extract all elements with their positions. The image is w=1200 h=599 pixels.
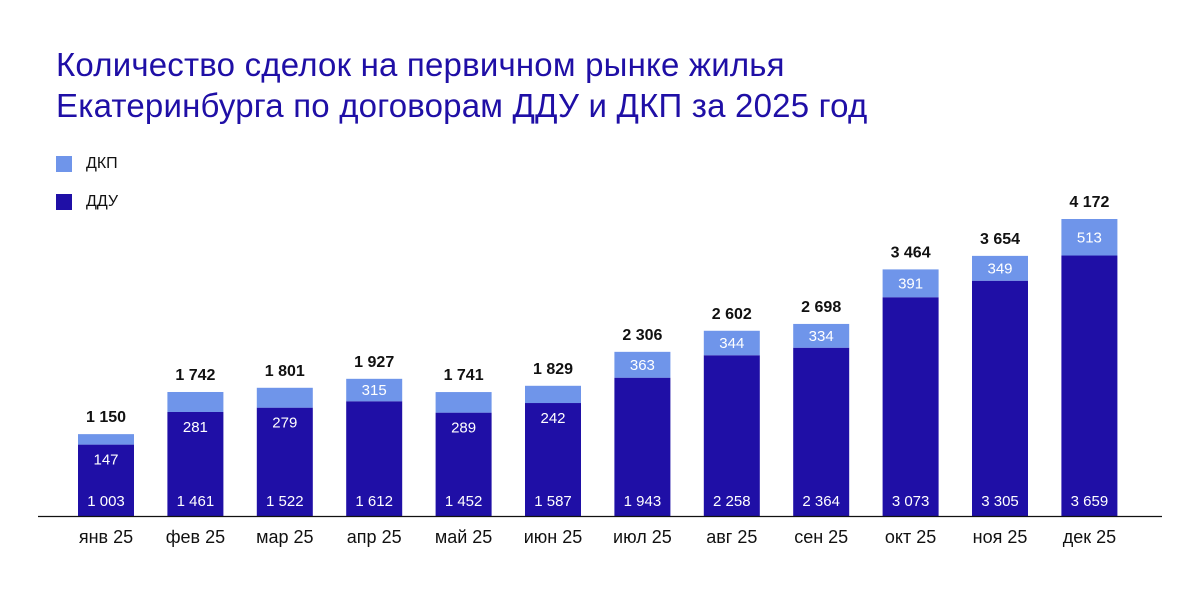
data-label-dkp: 242 <box>540 410 565 427</box>
data-label-ddu: 1 612 <box>355 493 393 510</box>
total-label: 1 927 <box>354 354 394 371</box>
bar-dkp <box>435 392 492 413</box>
bar-dkp <box>703 330 760 356</box>
data-label-ddu: 1 943 <box>624 493 662 510</box>
data-label-dkp: 334 <box>809 328 834 345</box>
bar-dkp <box>167 391 224 412</box>
data-label-dkp: 315 <box>362 382 387 399</box>
data-label-ddu: 1 587 <box>534 493 572 510</box>
data-label-dkp: 281 <box>183 419 208 436</box>
total-label: 3 464 <box>891 244 931 261</box>
bar-ddu <box>525 403 581 516</box>
total-label: 4 172 <box>1069 194 1109 211</box>
x-tick-label: янв 25 <box>79 527 133 547</box>
data-label-ddu: 3 073 <box>892 493 930 510</box>
bar-dkp <box>972 255 1028 281</box>
x-tick-label: окт 25 <box>885 527 936 547</box>
data-label-dkp: 147 <box>93 452 118 469</box>
total-label: 2 698 <box>801 299 841 316</box>
bar-dkp <box>793 323 850 348</box>
bar-ddu <box>1061 255 1118 516</box>
bar-ddu <box>793 347 850 516</box>
bar-ddu <box>882 297 939 516</box>
x-tick-label: апр 25 <box>347 527 402 547</box>
data-label-dkp: 289 <box>451 420 476 437</box>
chart-title: Количество сделок на первичном рынке жил… <box>56 44 867 126</box>
bar-dkp <box>256 387 313 408</box>
x-tick-label: фев 25 <box>166 527 225 547</box>
data-label-dkp: 279 <box>272 415 297 432</box>
bar-ddu <box>614 377 671 516</box>
bar-dkp <box>525 385 581 404</box>
data-label-dkp: 513 <box>1077 229 1102 246</box>
data-label-ddu: 1 461 <box>177 493 215 510</box>
chart-title-line-2: Екатеринбурга по договорам ДДУ и ДКП за … <box>56 87 868 124</box>
x-tick-label: сен 25 <box>794 527 848 547</box>
x-tick-label: ноя 25 <box>973 527 1028 547</box>
x-tick-label: мар 25 <box>256 527 313 547</box>
bar-ddu <box>972 280 1028 516</box>
x-tick-label: май 25 <box>435 527 492 547</box>
total-label: 1 741 <box>444 367 484 384</box>
data-label-ddu: 1 522 <box>266 493 304 510</box>
data-label-dkp: 344 <box>719 335 744 352</box>
bar-ddu <box>167 411 224 516</box>
data-label-dkp: 391 <box>898 275 923 292</box>
bar-ddu <box>78 444 134 516</box>
bar-ddu <box>435 412 492 516</box>
x-tick-label: дек 25 <box>1063 527 1116 547</box>
legend-item-ddu: ДДУ <box>56 192 118 212</box>
data-label-ddu: 3 305 <box>981 493 1019 510</box>
total-label: 1 742 <box>175 367 215 384</box>
data-label-ddu: 3 659 <box>1071 493 1109 510</box>
bar-dkp <box>78 434 134 445</box>
data-label-ddu: 2 364 <box>802 493 840 510</box>
legend: ДКП ДДУ <box>56 154 118 230</box>
data-label-dkp: 349 <box>987 260 1012 277</box>
bar-ddu <box>256 407 313 516</box>
legend-item-dkp: ДКП <box>56 154 118 174</box>
data-label-ddu: 2 258 <box>713 493 751 510</box>
x-tick-label: июн 25 <box>524 527 583 547</box>
chart-title-line-1: Количество сделок на первичном рынке жил… <box>56 46 785 83</box>
total-label: 1 829 <box>533 361 573 378</box>
data-label-dkp: 363 <box>630 357 655 374</box>
bar-dkp <box>882 269 939 298</box>
data-label-ddu: 1 452 <box>445 493 483 510</box>
bar-dkp <box>346 378 403 402</box>
x-tick-label: июл 25 <box>613 527 672 547</box>
legend-swatch-ddu <box>56 194 72 210</box>
bar-ddu <box>346 401 403 516</box>
total-label: 1 801 <box>265 363 305 380</box>
x-tick-label: авг 25 <box>706 527 757 547</box>
total-label: 2 602 <box>712 306 752 323</box>
total-label: 1 150 <box>86 409 126 426</box>
bar-ddu <box>703 355 760 516</box>
total-label: 2 306 <box>622 327 662 344</box>
bar-dkp <box>1061 219 1118 256</box>
legend-swatch-dkp <box>56 156 72 172</box>
legend-label-dkp: ДКП <box>86 155 118 172</box>
legend-label-ddu: ДДУ <box>86 193 119 210</box>
data-label-ddu: 1 003 <box>87 493 125 510</box>
total-label: 3 654 <box>980 231 1020 248</box>
bar-dkp <box>614 351 671 378</box>
